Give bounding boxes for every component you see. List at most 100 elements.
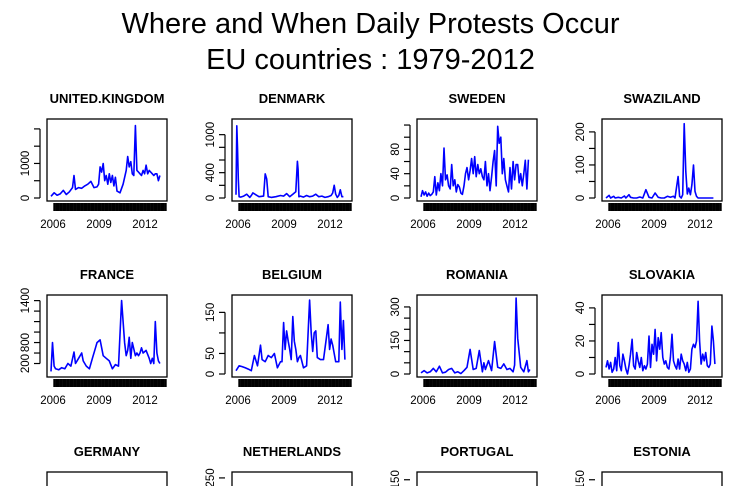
x-tick-label: 2009 xyxy=(271,395,297,407)
x-tick-label: 2006 xyxy=(410,395,436,407)
y-tick-label: 1000 xyxy=(20,151,32,177)
panel-title: SWEDEN xyxy=(448,91,505,106)
x-tick-label: 2009 xyxy=(86,219,112,231)
x-tick-label: 2012 xyxy=(317,219,343,231)
panel-title: FRANCE xyxy=(80,267,134,282)
plot-frame xyxy=(231,118,353,202)
panel-united-kingdom: UNITED.KINGDOM 0 1000 2006 2009 2012 xyxy=(20,91,168,231)
x-tick-label: 2006 xyxy=(595,219,621,231)
series-line xyxy=(50,299,161,372)
plot-frame xyxy=(601,471,723,486)
chart-title-line-1: Where and When Daily Protests Occur xyxy=(121,8,620,40)
x-axis-dense-ticks xyxy=(423,379,537,387)
panel-title: SLOVAKIA xyxy=(629,267,696,282)
panel-title: SWAZILAND xyxy=(623,91,700,106)
y-tick-label: 200 xyxy=(20,354,32,373)
y-tick-label: 300 xyxy=(390,297,402,316)
y-tick-label: 100 xyxy=(575,155,587,174)
x-tick-label: 2012 xyxy=(502,395,528,407)
x-axis-dense-ticks xyxy=(53,379,167,387)
series-line xyxy=(235,125,344,199)
plot-frame xyxy=(416,118,538,202)
y-tick-label: 0 xyxy=(205,195,217,201)
y-tick-label: 40 xyxy=(575,302,587,315)
x-axis-dense-ticks xyxy=(423,203,537,211)
series-line xyxy=(605,122,714,199)
x-tick-label: 2012 xyxy=(687,395,713,407)
x-tick-label: 2006 xyxy=(225,395,251,407)
plot-frame xyxy=(416,294,538,378)
x-tick-label: 2009 xyxy=(456,395,482,407)
x-axis-dense-ticks xyxy=(608,203,722,211)
panel-title: PORTUGAL xyxy=(441,444,514,459)
x-axis-dense-ticks xyxy=(53,203,167,211)
panel-title: ROMANIA xyxy=(446,267,509,282)
y-tick-label: 0 xyxy=(20,195,32,201)
panel-title: UNITED.KINGDOM xyxy=(50,91,165,106)
y-tick-label: 150 xyxy=(390,470,402,486)
panel-swaziland: SWAZILAND 0 100 200 2006 2009 2012 xyxy=(575,91,723,231)
x-tick-label: 2012 xyxy=(317,395,343,407)
y-tick-label: 200 xyxy=(575,122,587,141)
panel-france: FRANCE 200 800 1400 2006 2009 2012 xyxy=(20,267,168,407)
y-tick-label: 1400 xyxy=(20,288,32,314)
series-line xyxy=(420,125,530,197)
x-tick-label: 2006 xyxy=(410,219,436,231)
plot-frame xyxy=(231,471,353,486)
panel-title: BELGIUM xyxy=(262,267,322,282)
y-tick-label: 80 xyxy=(390,143,402,156)
panel-denmark: DENMARK 0 400 1000 2006 2009 2012 xyxy=(205,91,353,231)
y-tick-label: 0 xyxy=(205,371,217,377)
panel-title: NETHERLANDS xyxy=(243,444,342,459)
plot-frame xyxy=(601,118,723,202)
series-line xyxy=(50,124,161,197)
panel-title: GERMANY xyxy=(74,444,141,459)
plot-frame xyxy=(46,118,168,202)
panel-romania: ROMANIA 0 150 300 2006 2009 2012 xyxy=(390,267,538,407)
x-axis-dense-ticks xyxy=(238,379,352,387)
plot-frame xyxy=(46,471,168,486)
y-tick-label: 400 xyxy=(205,163,217,182)
panel-germany: GERMANY0 xyxy=(46,444,168,486)
y-tick-label: 0 xyxy=(575,371,587,377)
plot-frame xyxy=(601,294,723,378)
plot-frame xyxy=(231,294,353,378)
x-tick-label: 2009 xyxy=(271,219,297,231)
y-tick-label: 40 xyxy=(390,167,402,180)
series-line xyxy=(605,300,716,375)
x-tick-label: 2009 xyxy=(86,395,112,407)
y-tick-label: 800 xyxy=(20,333,32,352)
panel-netherlands: NETHERLANDS 250 xyxy=(205,444,353,486)
panel-title: DENMARK xyxy=(259,91,326,106)
plot-frame xyxy=(416,471,538,486)
x-tick-label: 2009 xyxy=(641,395,667,407)
panel-estonia: ESTONIA 150 xyxy=(575,444,723,486)
x-tick-label: 2006 xyxy=(40,219,66,231)
series-line xyxy=(420,297,531,375)
x-tick-label: 2006 xyxy=(40,395,66,407)
panel-slovakia: SLOVAKIA 0 20 40 2006 2009 2012 xyxy=(575,267,723,407)
x-axis-dense-ticks xyxy=(238,203,352,211)
series-line xyxy=(235,299,346,372)
x-tick-label: 2012 xyxy=(687,219,713,231)
y-tick-label: 50 xyxy=(205,347,217,360)
y-tick-label: 0 xyxy=(390,195,402,201)
x-tick-label: 2009 xyxy=(641,219,667,231)
y-tick-label: 1000 xyxy=(205,122,217,148)
x-tick-label: 2012 xyxy=(502,219,528,231)
panel-portugal: PORTUGAL 150 xyxy=(390,444,538,486)
y-tick-label: 0 xyxy=(575,195,587,201)
chart-title-line-2: EU countries : 1979-2012 xyxy=(206,44,535,76)
x-axis-dense-ticks xyxy=(608,379,722,387)
x-tick-label: 2009 xyxy=(456,219,482,231)
y-tick-label: 150 xyxy=(575,470,587,486)
y-tick-label: 20 xyxy=(575,335,587,348)
y-tick-label: 250 xyxy=(205,468,217,486)
panel-sweden: SWEDEN 0 40 80 2006 2009 2012 xyxy=(390,91,538,231)
y-tick-label: 150 xyxy=(205,303,217,322)
x-tick-label: 2006 xyxy=(225,219,251,231)
x-tick-label: 2012 xyxy=(132,395,158,407)
y-tick-label: 150 xyxy=(390,331,402,350)
plot-frame xyxy=(46,294,168,378)
